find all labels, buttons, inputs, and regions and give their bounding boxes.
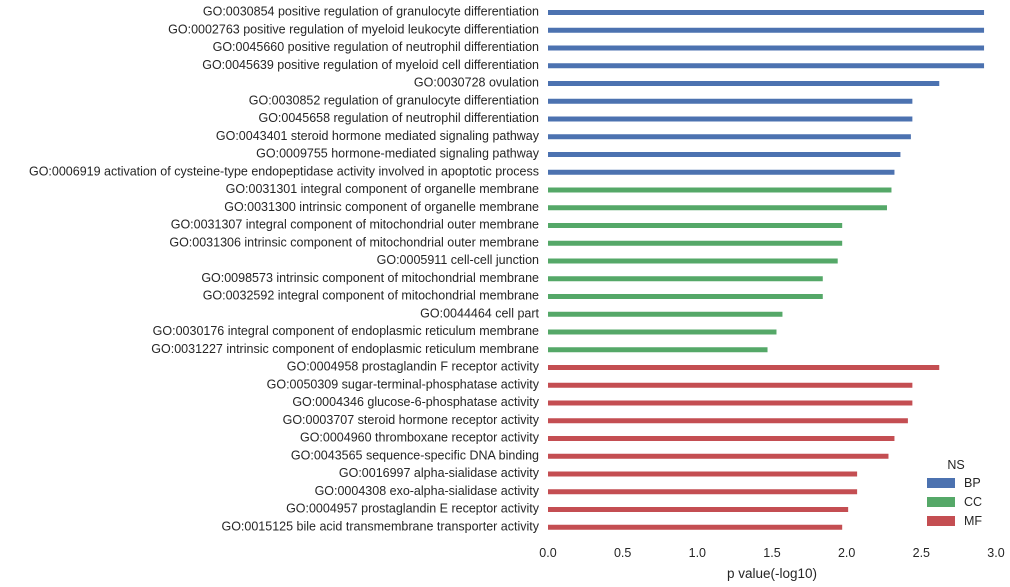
bar [548, 436, 895, 441]
category-label: GO:0030176 integral component of endopla… [153, 324, 539, 338]
category-label: GO:0002763 positive regulation of myeloi… [168, 22, 539, 36]
category-label: GO:0004346 glucose-6-phosphatase activit… [292, 395, 539, 409]
category-label: GO:0004957 prostaglandin E receptor acti… [286, 502, 540, 516]
category-label: GO:0031300 intrinsic component of organe… [224, 200, 539, 214]
category-label: GO:0044464 cell part [420, 306, 539, 320]
bar [548, 27, 985, 33]
bar [548, 45, 985, 51]
x-tick-label: 1.5 [763, 546, 780, 560]
bar [548, 63, 985, 69]
category-label: GO:0031227 intrinsic component of endopl… [151, 342, 539, 356]
bar [548, 116, 913, 122]
category-label: GO:0032592 integral component of mitocho… [203, 289, 539, 303]
category-label: GO:0004958 prostaglandin F receptor acti… [287, 360, 540, 374]
category-label: GO:0015125 bile acid transmembrane trans… [221, 519, 539, 533]
category-label: GO:0003707 steroid hormone receptor acti… [283, 413, 540, 427]
x-tick-label: 0.0 [539, 546, 556, 560]
legend: NS BP CC MF [927, 458, 982, 528]
bar [548, 152, 901, 157]
category-label: GO:0004960 thromboxane receptor activity [300, 431, 540, 445]
bar [548, 240, 843, 246]
bar [548, 10, 985, 15]
category-label: GO:0031307 integral component of mitocho… [171, 218, 539, 232]
category-label: GO:0004308 exo-alpha-sialidase activity [315, 484, 540, 498]
bar [548, 489, 858, 495]
legend-label-cc: CC [964, 495, 982, 509]
legend-label-mf: MF [964, 514, 982, 528]
bar [548, 507, 849, 512]
legend-swatch-mf [927, 516, 955, 526]
bar [548, 365, 940, 370]
category-label: GO:0006919 activation of cysteine-type e… [29, 164, 539, 178]
category-labels: GO:0030854 positive regulation of granul… [29, 5, 540, 534]
x-axis-label: p value(-log10) [727, 566, 817, 581]
category-label: GO:0005911 cell-cell junction [377, 253, 539, 267]
legend-swatch-cc [927, 497, 955, 507]
bar [548, 329, 777, 335]
category-label: GO:0030728 ovulation [414, 76, 539, 90]
category-label: GO:0043565 sequence-specific DNA binding [291, 448, 539, 462]
x-tick-label: 2.5 [913, 546, 930, 560]
bar [548, 400, 913, 406]
bar [548, 134, 911, 140]
bar [548, 205, 887, 211]
bar [548, 258, 838, 264]
category-label: GO:0030854 positive regulation of granul… [203, 5, 539, 19]
category-label: GO:0045639 positive regulation of myeloi… [202, 58, 539, 72]
bar [548, 453, 889, 459]
category-label: GO:0030852 regulation of granulocyte dif… [249, 93, 539, 107]
category-label: GO:0045660 positive regulation of neutro… [213, 40, 539, 54]
category-label: GO:0045658 regulation of neutrophil diff… [258, 111, 539, 125]
x-tick-label: 2.0 [838, 546, 855, 560]
bar [548, 382, 913, 388]
legend-label-bp: BP [964, 476, 981, 490]
bar [548, 276, 823, 282]
category-label: GO:0016997 alpha-sialidase activity [339, 466, 540, 480]
bar [548, 418, 908, 424]
category-label: GO:0009755 hormone-mediated signaling pa… [256, 147, 540, 161]
bar [548, 471, 858, 477]
bar [548, 98, 913, 104]
category-label: GO:0043401 steroid hormone mediated sign… [216, 129, 540, 143]
category-label: GO:0050309 sugar-terminal-phosphatase ac… [267, 377, 540, 391]
x-axis: 0.0 0.5 1.0 1.5 2.0 2.5 3.0 [539, 546, 1004, 560]
bar [548, 347, 768, 353]
bar [548, 223, 843, 228]
category-label: GO:0098573 intrinsic component of mitoch… [201, 271, 539, 285]
bar [548, 81, 940, 86]
bar [548, 169, 895, 175]
bar [548, 524, 843, 530]
legend-entries: BP CC MF [927, 476, 982, 528]
bar [548, 311, 783, 317]
category-label: GO:0031306 intrinsic component of mitoch… [169, 235, 539, 249]
legend-swatch-bp [927, 478, 955, 488]
category-label: GO:0031301 integral component of organel… [226, 182, 539, 196]
bar [548, 294, 823, 299]
bars-layer [548, 10, 985, 530]
legend-title: NS [947, 458, 964, 472]
bar [548, 187, 892, 193]
x-tick-label: 1.0 [689, 546, 706, 560]
x-tick-label: 3.0 [987, 546, 1004, 560]
x-tick-label: 0.5 [614, 546, 631, 560]
